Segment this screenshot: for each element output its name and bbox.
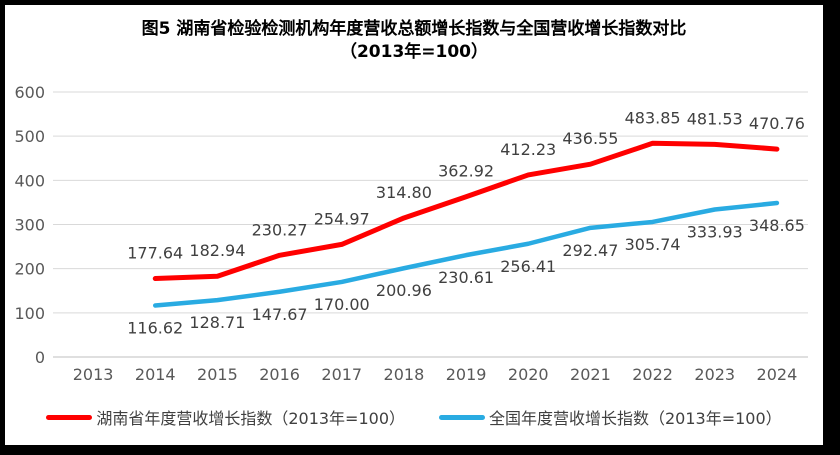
legend-label-hunan: 湖南省年度营收增长指数（2013年=100） bbox=[96, 409, 405, 428]
y-tick-label: 0 bbox=[35, 348, 45, 367]
data-label: 314.80 bbox=[376, 183, 432, 202]
data-label: 470.76 bbox=[749, 114, 805, 133]
data-label: 128.71 bbox=[189, 313, 245, 332]
data-label: 362.92 bbox=[438, 162, 494, 181]
chart-subtitle: （2013年=100） bbox=[339, 42, 489, 62]
x-tick-label: 2024 bbox=[757, 365, 798, 384]
legend-label-national: 全国年度营收增长指数（2013年=100） bbox=[489, 409, 782, 428]
x-tick-label: 2020 bbox=[508, 365, 549, 384]
x-tick-label: 2019 bbox=[446, 365, 487, 384]
data-label: 182.94 bbox=[189, 241, 245, 260]
data-label: 200.96 bbox=[376, 281, 432, 300]
x-tick-label: 2017 bbox=[321, 365, 362, 384]
y-tick-label: 200 bbox=[14, 260, 45, 279]
data-label: 256.41 bbox=[500, 257, 556, 276]
chart-title-block: 图5 湖南省检验检测机构年度营收总额增长指数与全国营收增长指数对比 （2013年… bbox=[5, 18, 823, 64]
data-label: 412.23 bbox=[500, 140, 556, 159]
data-label: 147.67 bbox=[252, 305, 308, 324]
legend-item-hunan: 湖南省年度营收增长指数（2013年=100） bbox=[46, 405, 405, 429]
y-tick-label: 500 bbox=[14, 127, 45, 146]
legend-line-marker-hunan bbox=[46, 414, 93, 420]
legend-item-national: 全国年度营收增长指数（2013年=100） bbox=[439, 405, 782, 429]
data-label: 292.47 bbox=[562, 241, 618, 260]
plot-area: 0 100 200 300 400 500 600 2013 2014 2015 2016 2017 2… bbox=[14, 83, 808, 384]
x-tick-label: 2016 bbox=[259, 365, 300, 384]
y-tick-label: 400 bbox=[14, 171, 45, 190]
y-tick-label: 600 bbox=[14, 83, 45, 102]
data-label: 305.74 bbox=[625, 235, 681, 254]
x-tick-label: 2018 bbox=[384, 365, 425, 384]
data-label: 348.65 bbox=[749, 216, 805, 235]
data-label: 177.64 bbox=[127, 244, 183, 263]
x-tick-label: 2021 bbox=[570, 365, 611, 384]
y-tick-label: 300 bbox=[14, 216, 45, 235]
data-label: 230.61 bbox=[438, 268, 494, 287]
x-tick-label: 2022 bbox=[632, 365, 673, 384]
x-tick-label: 2014 bbox=[135, 365, 176, 384]
data-label: 230.27 bbox=[252, 220, 308, 239]
data-label: 254.97 bbox=[314, 209, 370, 228]
data-label: 170.00 bbox=[314, 295, 370, 314]
legend-line-marker-national bbox=[439, 414, 485, 420]
data-label: 481.53 bbox=[687, 109, 743, 128]
series-line-1 bbox=[153, 200, 780, 308]
chart-title: 图5 湖南省检验检测机构年度营收总额增长指数与全国营收增长指数对比 bbox=[141, 19, 687, 39]
y-tick-label: 100 bbox=[14, 304, 45, 323]
data-label: 436.55 bbox=[562, 129, 618, 148]
data-label: 483.85 bbox=[625, 108, 681, 127]
x-tick-label: 2013 bbox=[73, 365, 114, 384]
data-label: 116.62 bbox=[127, 318, 183, 337]
series-line-0 bbox=[152, 140, 780, 282]
data-label: 333.93 bbox=[687, 223, 743, 242]
x-tick-label: 2023 bbox=[694, 365, 735, 384]
legend: 湖南省年度营收增长指数（2013年=100） 全国年度营收增长指数（2013年=… bbox=[5, 405, 823, 429]
x-tick-label: 2015 bbox=[197, 365, 238, 384]
